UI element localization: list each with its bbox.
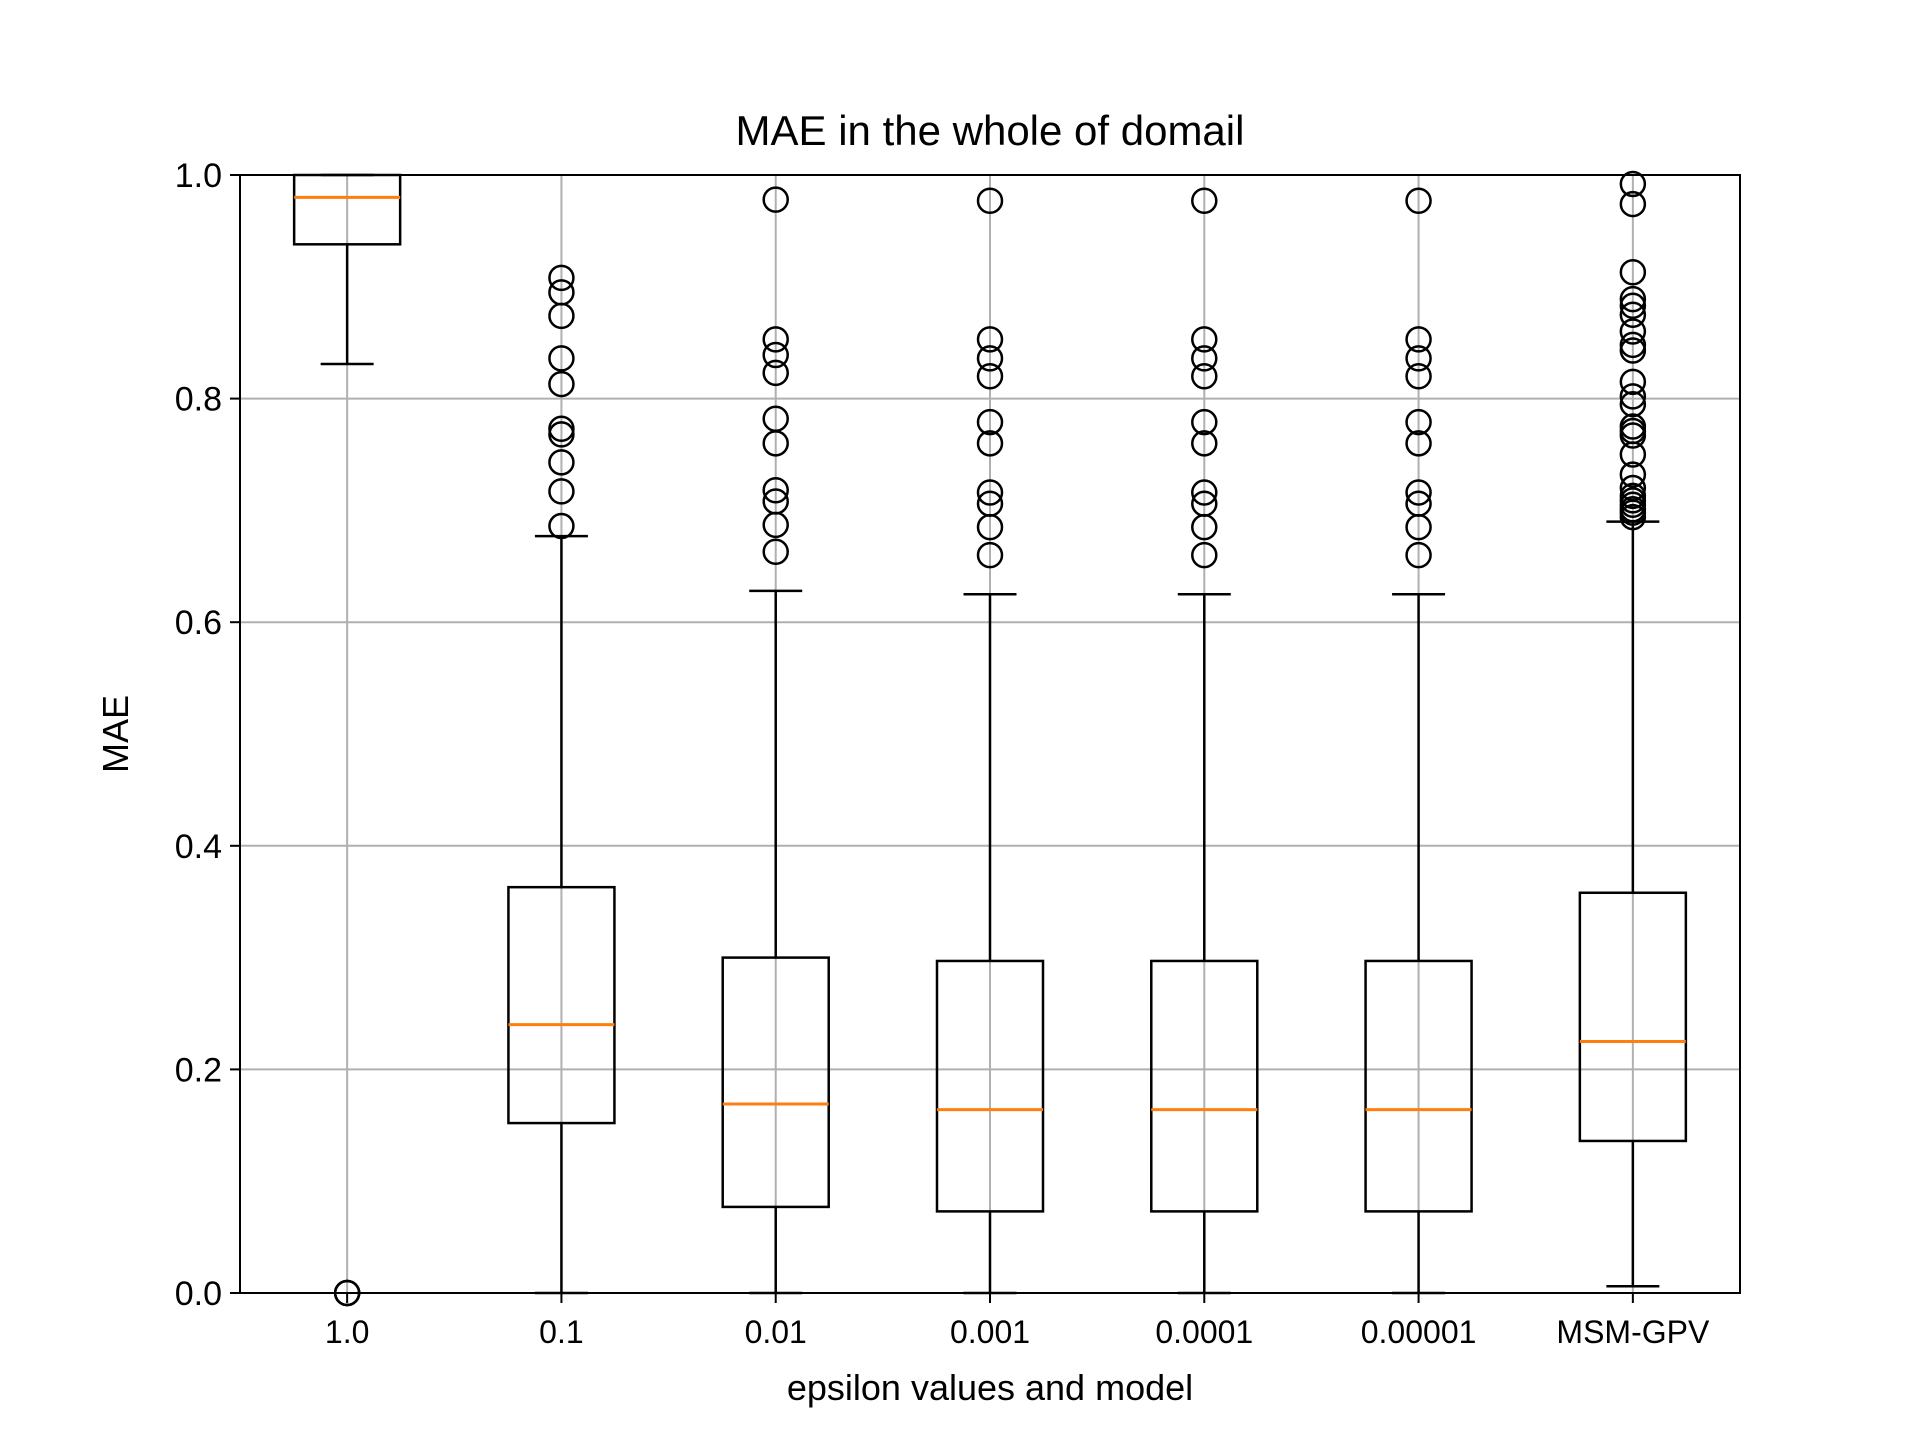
outlier-point (1191, 362, 1218, 390)
outlier-point (1619, 474, 1647, 502)
y-tick-label: 0.6 (175, 604, 222, 642)
outlier-point (762, 477, 789, 504)
outlier-point (762, 341, 789, 369)
outlier-point (1619, 390, 1647, 418)
outlier-point (1619, 413, 1647, 440)
outlier-point (762, 538, 789, 566)
outlier-point (976, 362, 1004, 390)
y-tick-label: 1.0 (175, 157, 222, 195)
outlier-point (548, 264, 575, 292)
outlier-point (976, 541, 1004, 569)
outlier-point (762, 488, 789, 515)
outlier-point (762, 405, 789, 432)
outlier-point (1619, 461, 1647, 488)
outlier-point (1619, 368, 1647, 396)
outlier-point (548, 370, 575, 398)
chart-title: MAE in the whole of domail (736, 107, 1245, 154)
iqr-box (1150, 959, 1259, 1213)
outlier-point (1619, 301, 1647, 328)
outlier-point (976, 430, 1004, 457)
outlier-point (976, 326, 1004, 353)
iqr-box (721, 956, 830, 1209)
y-tick-label: 0.4 (175, 828, 222, 866)
outlier-point (976, 479, 1004, 506)
outlier-point (548, 478, 575, 505)
outlier-point (548, 449, 575, 476)
outlier-point (1405, 430, 1432, 457)
outlier-point (976, 490, 1004, 517)
outlier-point (1405, 490, 1432, 517)
x-tick-label: MSM-GPV (1556, 1314, 1710, 1350)
x-tick-label: 0.00001 (1361, 1314, 1477, 1350)
box-group (1578, 170, 1688, 1288)
outlier-point (1619, 259, 1647, 286)
outlier-point (1619, 292, 1647, 320)
y-axis-ticks: 0.0 0.2 0.4 0.6 0.8 1.0 (175, 157, 240, 1313)
outlier-point (976, 187, 1004, 214)
outlier-point (1191, 326, 1218, 353)
outlier-point (1191, 479, 1218, 506)
box-group (721, 186, 830, 1295)
iqr-box (507, 885, 616, 1125)
outlier-point (976, 408, 1004, 436)
outlier-point (548, 415, 575, 443)
outlier-point (1405, 345, 1432, 372)
x-tick-label: 0.0001 (1155, 1314, 1253, 1350)
outlier-point (762, 326, 789, 353)
outlier-point (1619, 383, 1647, 410)
outlier-point (1405, 408, 1432, 436)
outlier-point (548, 345, 575, 372)
outlier-point (1405, 187, 1432, 214)
outlier-point (1619, 482, 1647, 510)
x-tick-label: 1.0 (325, 1314, 369, 1350)
iqr-box (1364, 959, 1473, 1213)
x-tick-label: 0.1 (539, 1314, 583, 1350)
outlier-point (762, 359, 789, 387)
iqr-box (1578, 891, 1688, 1143)
outlier-point (1405, 362, 1432, 390)
outlier-point (1619, 170, 1647, 198)
outlier-point (1191, 345, 1218, 372)
outlier-point (1619, 318, 1647, 345)
x-tick-label: 0.001 (950, 1314, 1030, 1350)
y-tick-label: 0.2 (175, 1051, 222, 1089)
x-axis-ticks: 1.0 0.1 0.01 0.001 0.0001 0.00001 MSM-GPV (325, 1293, 1710, 1350)
box-group (1364, 187, 1473, 1295)
x-axis-label: epsilon values and model (787, 1367, 1193, 1408)
outlier-point (1191, 541, 1218, 569)
outlier-point (1405, 541, 1432, 569)
outlier-point (1619, 190, 1647, 218)
outlier-point (1191, 187, 1218, 214)
outlier-point (1619, 331, 1647, 359)
iqr-box (935, 959, 1045, 1213)
outlier-point (1405, 326, 1432, 353)
outlier-point (548, 512, 575, 540)
y-tick-label: 0.8 (175, 381, 222, 419)
y-tick-label: 0.0 (175, 1275, 222, 1313)
outlier-point (1191, 408, 1218, 436)
outlier-point (1191, 490, 1218, 517)
x-tick-label: 0.01 (745, 1314, 807, 1350)
y-axis-label: MAE (95, 695, 136, 773)
outlier-point (1405, 479, 1432, 506)
outlier-point (762, 186, 789, 213)
outlier-point (1619, 285, 1647, 313)
outlier-point (1191, 430, 1218, 457)
outlier-point (976, 345, 1004, 372)
outlier-point (548, 279, 575, 306)
